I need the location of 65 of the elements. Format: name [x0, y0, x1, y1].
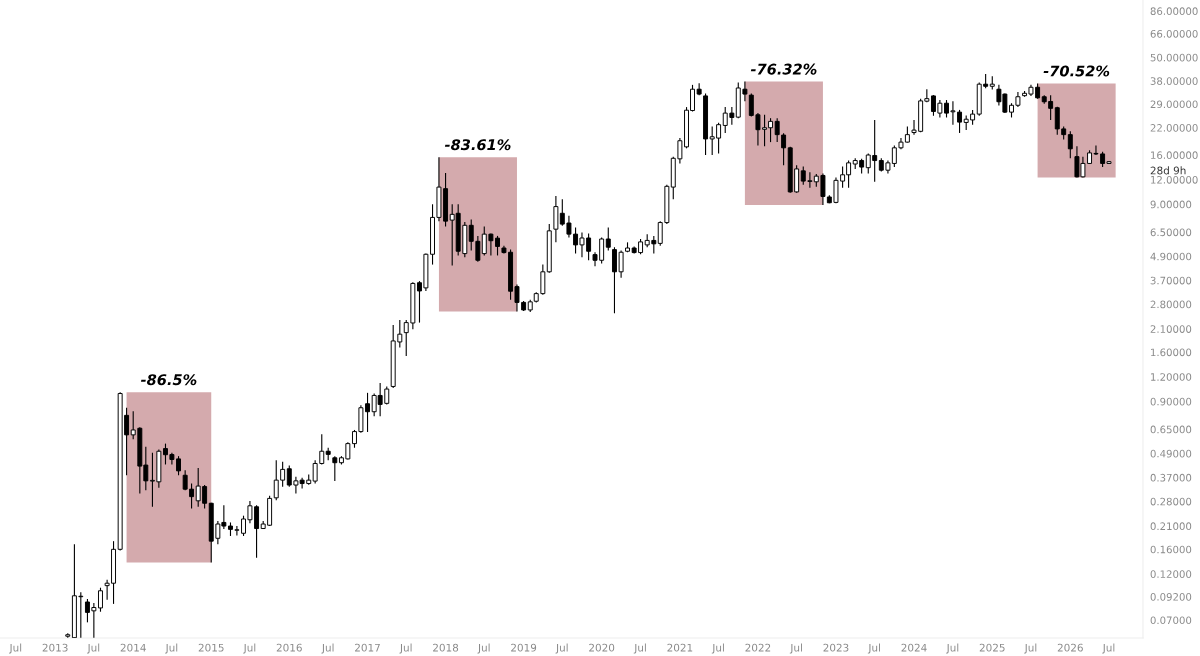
- x-tick-label: 2019: [511, 643, 537, 652]
- y-tick-label: 0.49000: [1150, 449, 1192, 458]
- y-tick-label: 16.00000: [1151, 151, 1198, 160]
- y-tick-label: 86.00000: [1150, 7, 1198, 16]
- x-tick-label: Jul: [867, 643, 880, 654]
- y-tick-label: 3.70000: [1150, 276, 1192, 285]
- x-tick-label: 2015: [198, 643, 224, 652]
- candlestick: [332, 455, 338, 482]
- y-tick-label: 29.00000: [1150, 100, 1198, 109]
- text: 28d 9h: [1150, 166, 1186, 175]
- y-tick-label: 22.00000: [1150, 124, 1198, 132]
- band-label: -76.32%: [750, 63, 817, 75]
- candlestick: [1067, 130, 1073, 159]
- x-tick-label: 2017: [355, 643, 380, 652]
- x-tick-label: 2025: [979, 643, 1005, 652]
- y-tick-label: 2.80000: [1150, 300, 1192, 309]
- y-tick-label: 0.16000: [1150, 545, 1192, 554]
- x-tick-label: Jul: [1102, 643, 1115, 654]
- x-tick-label: Jul: [1024, 643, 1037, 654]
- x-tick-label: 2014: [120, 643, 146, 652]
- candlestick: [696, 82, 702, 96]
- x-tick-label: Jul: [9, 643, 22, 654]
- y-tick-label: 0.09200: [1150, 593, 1192, 601]
- candlestick: [98, 587, 103, 613]
- x-tick-label: 2016: [276, 643, 302, 652]
- candlestick: [605, 226, 611, 251]
- y-tick-label: 0.65000: [1150, 425, 1192, 434]
- y-tick-label: 50.00000: [1150, 53, 1198, 62]
- y-tick-label: 6.50000: [1150, 228, 1192, 237]
- x-tick-label: 2022: [745, 643, 771, 652]
- y-tick-label: 1.60000: [1151, 348, 1192, 357]
- band-label: -83.61%: [444, 139, 511, 151]
- x-tick-label: Jul: [243, 643, 256, 654]
- x-tick-label: 2026: [1057, 643, 1083, 652]
- x-tick-label: Jul: [87, 643, 100, 654]
- x-tick-label: Jul: [165, 643, 178, 654]
- x-tick-label: 2013: [42, 643, 68, 652]
- y-tick-label: 0.37000: [1150, 473, 1192, 482]
- x-tick-label: Jul: [555, 643, 568, 654]
- y-tick-label: 12.00000: [1151, 175, 1198, 184]
- band-label: -86.5%: [140, 374, 197, 386]
- y-tick-label: 9.00000: [1150, 200, 1192, 209]
- x-tick-label: Jul: [477, 643, 490, 654]
- y-tick-label: 0.12000: [1150, 570, 1192, 578]
- x-tick-label: Jul: [321, 643, 334, 654]
- y-tick-label: 0.07000: [1150, 616, 1192, 625]
- y-tick-label: 0.21000: [1150, 522, 1192, 531]
- x-tick-label: Jul: [633, 643, 646, 654]
- x-tick-label: 2018: [433, 643, 459, 652]
- y-tick-label: 4.90000: [1150, 252, 1192, 261]
- y-tick-label: 2.10000: [1150, 325, 1192, 333]
- y-tick-label: 0.28000: [1150, 497, 1192, 506]
- x-tick-label: 2023: [823, 643, 849, 652]
- x-tick-label: Jul: [711, 643, 724, 654]
- x-tick-label: 2024: [901, 643, 927, 652]
- y-tick-label: 66.00000: [1150, 30, 1198, 38]
- x-tick-label: 2020: [589, 643, 615, 652]
- y-tick-label: 1.20000: [1151, 373, 1192, 381]
- band-label: -70.52%: [1043, 65, 1110, 77]
- x-tick-label: Jul: [789, 643, 802, 654]
- y-tick-label: 0.90000: [1150, 397, 1192, 406]
- x-tick-label: Jul: [946, 643, 959, 654]
- x-tick-label: Jul: [399, 643, 412, 654]
- y-tick-label: 38.00000: [1150, 77, 1198, 85]
- x-tick-label: 2021: [667, 643, 693, 652]
